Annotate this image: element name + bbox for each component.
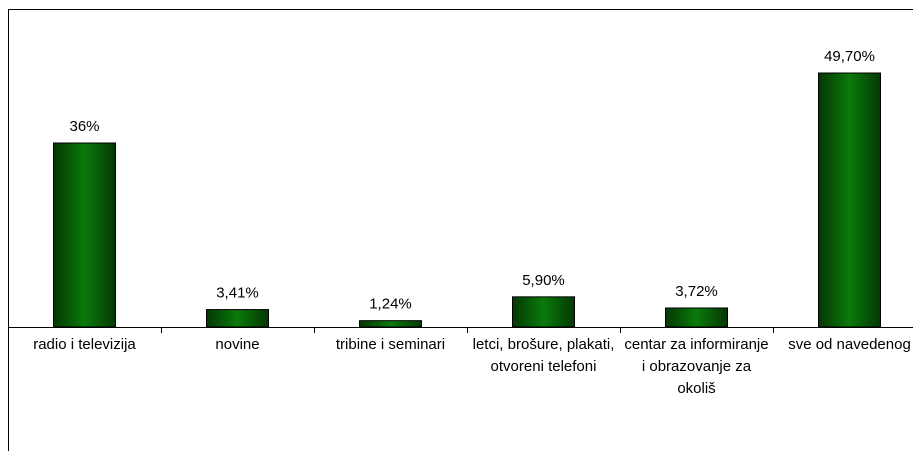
value-label: 3,72%	[675, 283, 718, 300]
category-label: letci, brošure, plakati, otvoreni telefo…	[472, 336, 615, 375]
category-label: radio i televizija	[33, 336, 136, 353]
value-label: 1,24%	[369, 296, 412, 313]
value-label: 36%	[69, 118, 99, 135]
bar-shade	[53, 142, 116, 328]
bar-shade	[512, 296, 575, 328]
value-label: 49,70%	[824, 48, 875, 65]
category-label: novine	[215, 336, 260, 353]
value-label: 5,90%	[522, 272, 565, 289]
bar-shade	[818, 72, 881, 328]
bar-shade	[206, 309, 269, 328]
plot-frame	[8, 9, 913, 451]
bar-shade	[665, 307, 728, 328]
category-label: centar za informiranje i obrazovanje za …	[624, 336, 769, 397]
bar-shade	[359, 320, 422, 328]
category-label: sve od navedenog	[788, 336, 911, 353]
value-label: 3,41%	[216, 285, 259, 302]
category-label: tribine i seminari	[335, 336, 446, 353]
